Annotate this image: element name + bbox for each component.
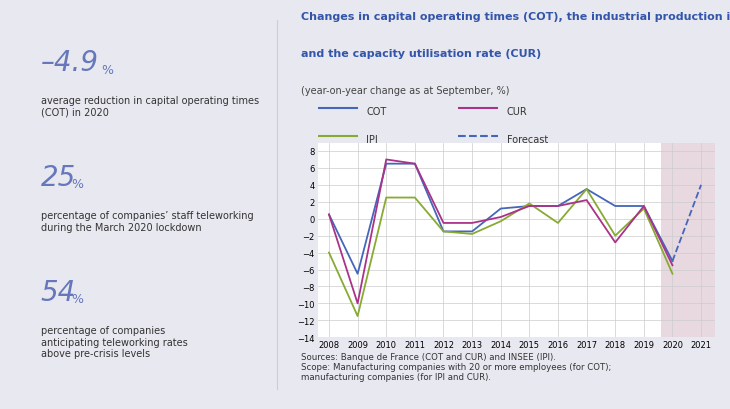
Text: Forecast: Forecast (507, 135, 548, 145)
Bar (661, 143, 715, 337)
Text: 25: 25 (41, 164, 76, 191)
Text: (year-on-year change as at September, %): (year-on-year change as at September, %) (301, 86, 510, 96)
Text: %: % (72, 292, 83, 306)
Text: percentage of companies
anticipating teleworking rates
above pre-crisis levels: percentage of companies anticipating tel… (41, 325, 188, 358)
Text: IPI: IPI (366, 135, 378, 145)
Text: percentage of companies’ staff teleworking
during the March 2020 lockdown: percentage of companies’ staff teleworki… (41, 211, 253, 232)
Text: CUR: CUR (507, 106, 527, 116)
Text: –4.9: –4.9 (41, 49, 99, 77)
Text: %: % (72, 178, 83, 191)
Text: 54: 54 (41, 278, 76, 306)
Text: Sources: Banque de France (COT and CUR) and INSEE (IPI).
Scope: Manufacturing co: Sources: Banque de France (COT and CUR) … (301, 352, 611, 382)
Text: and the capacity utilisation rate (CUR): and the capacity utilisation rate (CUR) (301, 49, 541, 59)
Text: COT: COT (366, 106, 387, 116)
Text: Changes in capital operating times (COT), the industrial production index (IPI): Changes in capital operating times (COT)… (301, 12, 730, 22)
Text: %: % (101, 63, 114, 76)
Text: average reduction in capital operating times
(COT) in 2020: average reduction in capital operating t… (41, 96, 259, 118)
